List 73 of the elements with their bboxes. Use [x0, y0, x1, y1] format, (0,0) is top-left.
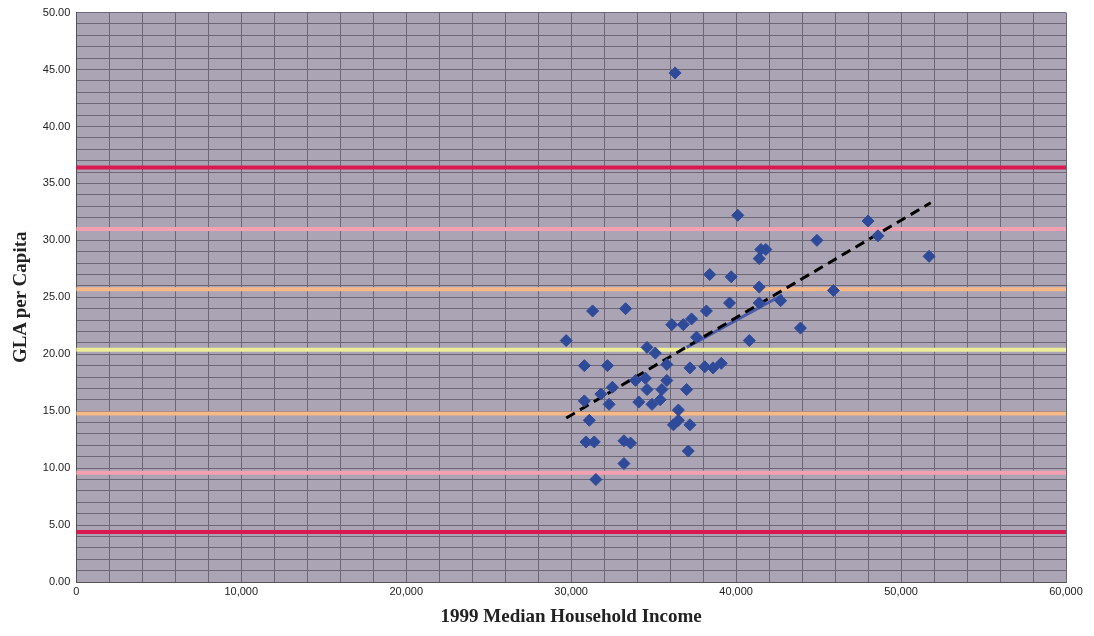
y-tick-label: 25.00	[42, 290, 71, 303]
y-tick-label: 35.00	[42, 176, 71, 189]
point	[922, 249, 936, 263]
y-tick-label: 40.00	[42, 119, 71, 132]
point	[793, 321, 807, 335]
point	[645, 397, 659, 411]
y-tick-label: 0.00	[48, 575, 71, 588]
x-tick-label: 30,000	[554, 584, 588, 597]
point	[624, 436, 638, 450]
point	[752, 280, 766, 294]
x-tick-label: 10,000	[224, 584, 259, 597]
point	[703, 268, 717, 282]
point	[676, 318, 690, 332]
point	[668, 66, 682, 80]
point	[826, 283, 840, 297]
point	[660, 373, 674, 387]
y-tick-label: 30.00	[42, 233, 71, 246]
point	[586, 304, 600, 318]
point	[680, 383, 694, 397]
point	[600, 359, 614, 373]
point	[683, 361, 697, 375]
point	[671, 403, 685, 417]
point	[706, 361, 720, 375]
point	[648, 346, 662, 360]
point	[871, 229, 885, 243]
x-tick-label: 60,000	[1049, 584, 1083, 597]
point	[653, 393, 667, 407]
point	[861, 214, 875, 228]
point	[602, 397, 616, 411]
point	[577, 359, 591, 373]
point	[628, 373, 642, 387]
point	[559, 334, 573, 348]
y-tick-label: 15.00	[42, 404, 71, 417]
x-axis-title: 1999 Median Household Income	[440, 604, 702, 626]
x-tick-label: 20,000	[389, 584, 424, 597]
x-tick-label: 50,000	[884, 584, 918, 597]
point	[582, 413, 596, 427]
x-tick-label: 40,000	[719, 584, 753, 597]
y-axis-title: GLA per Capita	[9, 231, 31, 364]
point	[655, 383, 669, 397]
point	[640, 340, 654, 354]
point	[714, 356, 728, 370]
point	[683, 418, 697, 432]
point	[605, 380, 619, 394]
y-tick-label: 5.00	[48, 518, 71, 531]
point	[619, 302, 633, 316]
point	[731, 208, 745, 222]
y-tick-label: 20.00	[42, 347, 71, 360]
point	[724, 270, 738, 284]
point	[632, 395, 646, 409]
point	[742, 334, 756, 348]
point	[752, 296, 766, 310]
x-tick-label: 0	[73, 584, 80, 597]
point	[723, 296, 737, 310]
point	[638, 371, 652, 385]
y-tick-label: 50.00	[42, 5, 71, 18]
point	[577, 394, 591, 408]
y-tick-label: 10.00	[42, 461, 71, 474]
point	[752, 252, 766, 266]
point	[640, 383, 654, 397]
point	[681, 444, 695, 458]
point	[685, 312, 699, 326]
point	[660, 357, 674, 371]
y-tick-label: 45.00	[42, 62, 71, 75]
point	[810, 233, 824, 247]
point	[594, 387, 608, 401]
point	[617, 457, 631, 471]
point	[671, 413, 685, 427]
point	[690, 330, 704, 344]
point	[589, 473, 603, 487]
point	[774, 294, 788, 308]
point	[699, 304, 713, 318]
point	[665, 318, 679, 332]
